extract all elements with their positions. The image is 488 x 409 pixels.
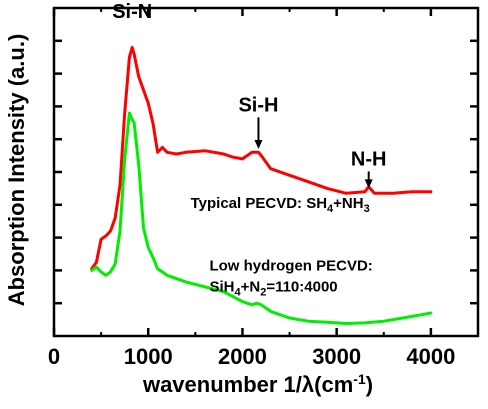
x-tick-label: 2000: [218, 344, 267, 369]
peak-label-si-h: Si-H: [238, 94, 278, 116]
peak-label-n-h-arrow-head: [364, 179, 373, 189]
annotation-low-hydrogen-part: +N: [241, 279, 261, 296]
peak-label-si-n: Si-N: [112, 1, 152, 23]
annotation-low-hydrogen-line1: Low hydrogen PECVD:: [209, 257, 372, 274]
series-line-1: [90, 111, 433, 325]
annotation-typical-part: Typical PECVD: SH: [191, 195, 327, 212]
annotation-low-hydrogen-part: SiH: [209, 279, 234, 296]
x-tick-label: 3000: [312, 344, 361, 369]
x-tick-label: 1000: [124, 344, 173, 369]
annotation-typical-part: +NH: [333, 195, 363, 212]
ticks-layer: 0 1000 2000 3000 4000: [48, 8, 478, 369]
x-tick-label: 0: [48, 344, 60, 369]
series-layer: [90, 45, 433, 325]
series-line-0: [90, 45, 433, 271]
annotation-low-hydrogen-part: 2: [260, 287, 266, 299]
x-tick-label: 4000: [406, 344, 455, 369]
y-axis-title: Absorption Intensity (a.u.): [4, 34, 29, 307]
annotation-low-hydrogen-line2: SiH4+N2=110:4000: [209, 279, 337, 299]
annotation-low-hydrogen-part: =110:4000: [266, 279, 337, 296]
annotation-typical-part: 3: [364, 203, 370, 215]
annotation-typical-pecvd: Typical PECVD: SH4+NH3: [191, 195, 370, 215]
x-axis-title: wavenumber 1/λ(cm-1): [142, 371, 373, 397]
peak-label-n-h: N-H: [351, 148, 387, 170]
peak-label-si-h-arrow-head: [254, 140, 263, 150]
annotation-low-hydrogen-part: 4: [234, 287, 241, 299]
annotation-typical-part: 4: [327, 203, 334, 215]
